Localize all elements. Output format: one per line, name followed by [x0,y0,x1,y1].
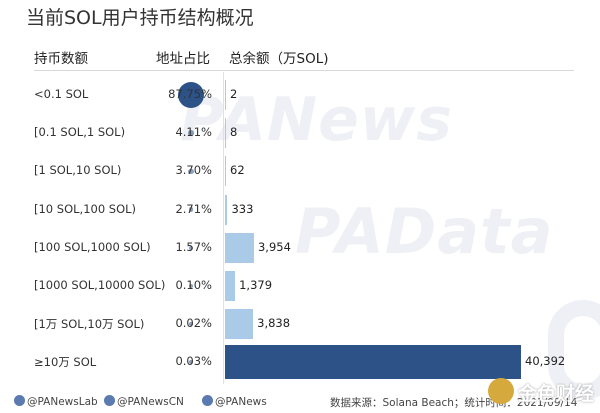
row-range-label: ≥10万 SOL [34,355,97,370]
share-label: 1.57% [175,239,212,254]
amount-label: 333 [231,201,254,216]
amount-bar [225,194,228,225]
share-dot [178,82,204,108]
amount-label: 40,392 [525,354,566,369]
footer-twitter: @PANewsCN [104,395,184,408]
amount-label: 3,954 [257,239,291,254]
share-label: 0.10% [175,278,212,292]
row-range-label: [10 SOL,100 SOL) [34,201,137,216]
footer-weibo: @PANewsLab [14,395,98,408]
share-dot [189,360,193,365]
amount-label: 8 [230,125,238,140]
footer-twitter-handle: @PANewsCN [117,396,184,408]
share-label: 87.75% [168,87,212,101]
share-dot [188,130,194,136]
amount-label: 62 [230,163,245,178]
watermark-padata: PAData [295,195,554,268]
share-dot [189,322,193,327]
chart-title: 当前SOL用户持币结构概况 [26,7,254,29]
row-range-label: [1000 SOL,10000 SOL) [34,278,166,292]
share-label: 3.70% [175,163,212,178]
row-range-label: [1万 SOL,10万 SOL) [34,317,145,332]
row-range-label: [100 SOL,1000 SOL) [34,239,151,254]
wechat-icon [202,395,213,406]
amount-bar [225,345,521,380]
header-divider [34,70,574,71]
row-range-label: [1 SOL,10 SOL) [34,163,122,178]
share-label: 0.02% [175,316,212,331]
share-dot [189,245,193,250]
amount-bar [225,271,236,301]
bar-axis-line [223,72,224,384]
header-share: 地址占比 [156,51,210,67]
amount-label: 1,379 [239,278,273,292]
amount-bar [225,232,254,263]
header-amount: 总余额（万SOL) [229,51,329,67]
share-label: 0.03% [175,354,212,369]
footer-wechat: @PANews [202,395,267,408]
logo-text: 金色财经 [518,383,595,405]
footer-source: 数据来源：Solana Beach；统计时间：2021/09/14 [330,397,578,409]
share-dot [189,284,193,288]
header-range: 持币数额 [34,51,88,67]
watermark-ring [548,300,600,400]
footer-weibo-handle: @PANewsLab [27,396,98,408]
watermark-panews: PANews [180,85,453,155]
share-label: 2.71% [175,201,212,216]
logo-icon [488,378,514,404]
weibo-icon [14,395,25,406]
row-range-label: [0.1 SOL,1 SOL) [34,125,126,140]
share-label: 4.11% [175,125,212,140]
amount-bar [225,309,254,340]
amount-bar [225,118,226,149]
amount-label: 2 [230,87,238,101]
amount-bar [225,80,226,110]
footer-wechat-handle: @PANews [215,396,267,408]
twitter-icon [104,395,115,406]
row-range-label: <0.1 SOL [34,87,89,101]
amount-label: 3,838 [257,316,291,331]
share-dot [188,168,194,175]
amount-bar [225,156,226,187]
share-dot [188,207,194,212]
